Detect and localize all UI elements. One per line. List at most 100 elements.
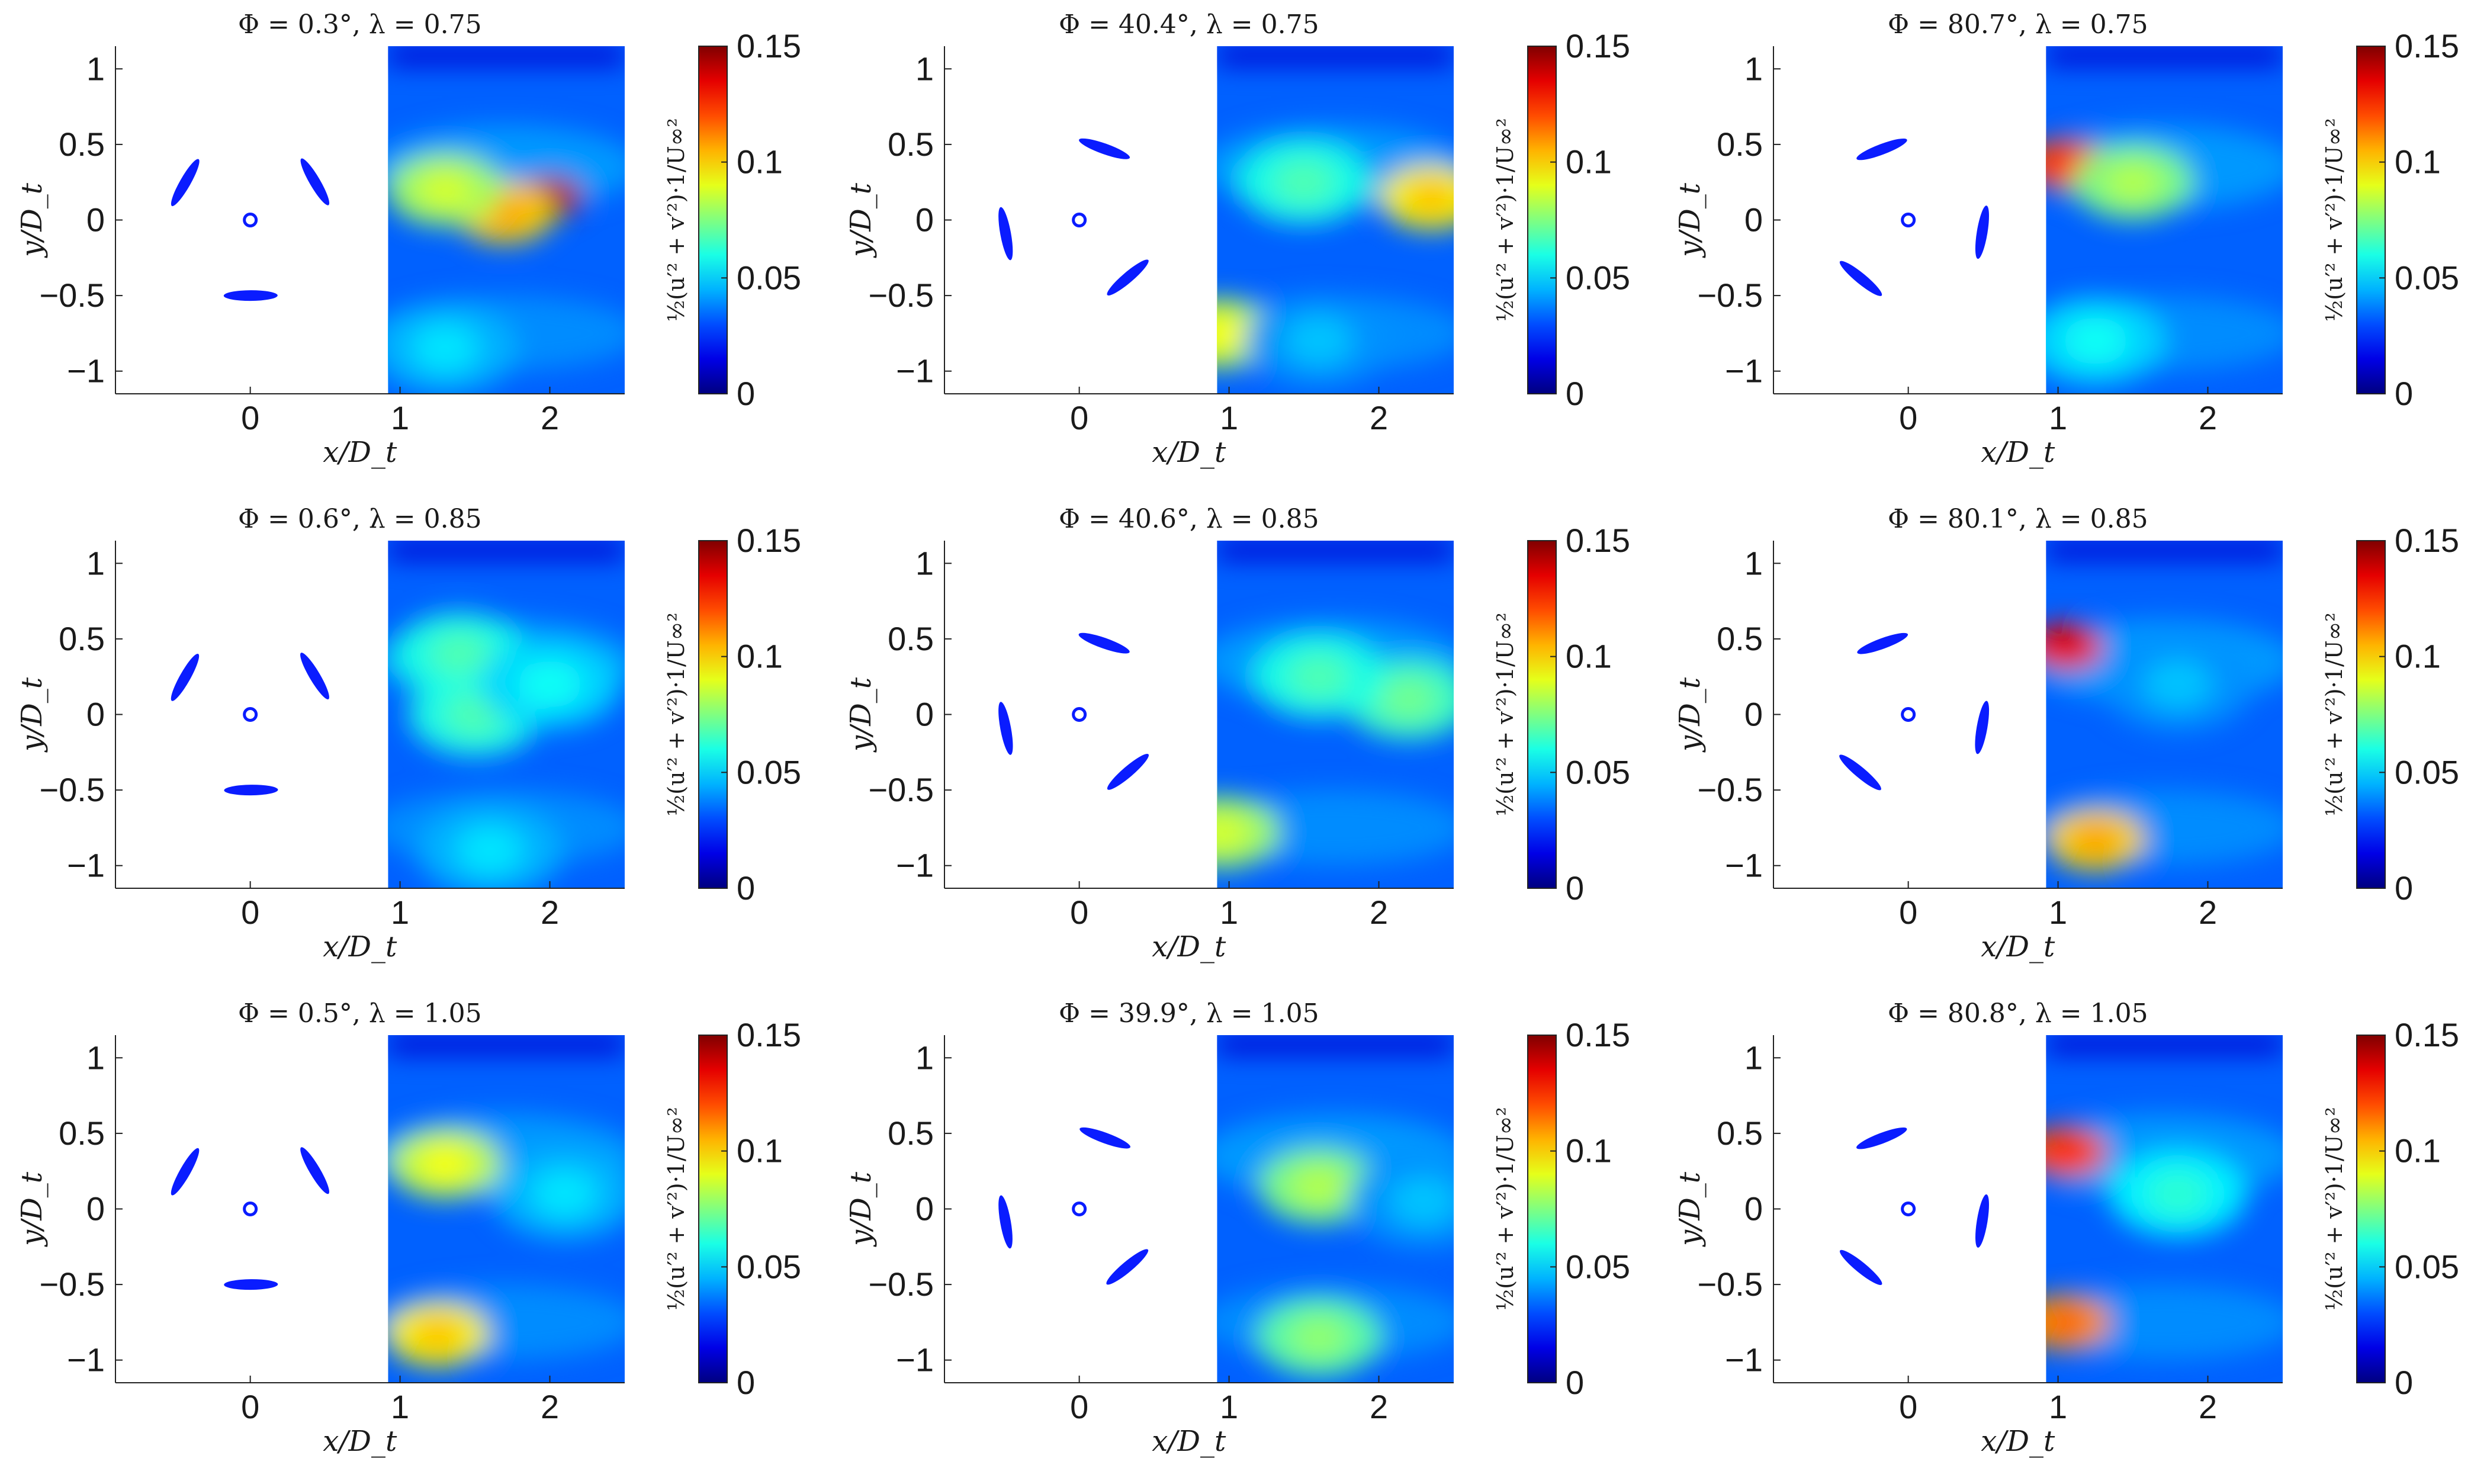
colorbar-tick-label: 0 xyxy=(1566,1364,1584,1401)
subplot-title: Φ = 80.7°, λ = 0.75 xyxy=(1888,9,2148,40)
subplot-svg: 0 1 2 1 0.5 0 −0.5 −1 x/D_t y/D_t Φ = 39.9°, λ = 1… xyxy=(844,998,1630,1458)
x-axis-label: x/D_t xyxy=(1981,930,2055,963)
subplot-title: Φ = 40.4°, λ = 0.75 xyxy=(1059,9,1319,40)
y-tick-label: 1 xyxy=(86,1039,105,1076)
colorbar-tick-label: 0.15 xyxy=(2395,1016,2459,1053)
turbine-hub xyxy=(243,707,258,722)
turbine-hub xyxy=(1072,707,1087,722)
y-tick-label: 0.5 xyxy=(1717,1114,1763,1152)
colorbar-tick-label: 0.15 xyxy=(1566,522,1630,559)
x-axis-label: x/D_t xyxy=(323,1425,397,1458)
freestream-top xyxy=(1217,1035,1454,1053)
y-tick-label: −0.5 xyxy=(1697,1265,1763,1303)
freestream-top xyxy=(2046,1035,2283,1053)
y-tick-label: 1 xyxy=(915,1039,934,1076)
freestream-top xyxy=(388,46,625,65)
subplot-panel: 0 1 2 1 0.5 0 −0.5 −1 x/D_t y/D_t Φ = 39.9°, λ = 1… xyxy=(829,989,1658,1483)
colorbar-tick-label: 0.1 xyxy=(737,638,783,675)
colorbar-tick-label: 0.15 xyxy=(1566,1016,1630,1053)
turbine-blade xyxy=(300,1147,329,1194)
x-axis-label: x/D_t xyxy=(323,930,397,963)
x-tick-label: 0 xyxy=(1070,894,1088,931)
subplot-panel: 0 1 2 1 0.5 0 −0.5 −1 x/D_t y/D_t Φ = 0.6°, λ = 0.… xyxy=(0,494,829,989)
x-tick-label: 2 xyxy=(2199,1388,2217,1425)
x-axis-label: x/D_t xyxy=(1981,436,2055,469)
x-tick-label: 1 xyxy=(2049,1388,2067,1425)
y-axis-label: y/D_t xyxy=(844,1171,878,1247)
turbine-blade xyxy=(1078,632,1130,654)
heatmap-hotspot-core xyxy=(418,170,472,210)
heatmap-cloud xyxy=(1217,46,1454,388)
heatmap-hotspot-core xyxy=(2063,317,2128,365)
colorbar-tick-label: 0 xyxy=(1566,869,1584,907)
subplot-panel: 0 1 2 1 0.5 0 −0.5 −1 x/D_t y/D_t Φ = 80.1°, λ = 0… xyxy=(1658,494,2487,989)
turbine-blade xyxy=(998,702,1013,755)
turbine-blade xyxy=(1839,261,1882,296)
heatmap-hotspot-core xyxy=(2046,150,2085,178)
heatmap-hotspot-core xyxy=(1273,160,1335,205)
turbine-blade xyxy=(1975,701,1990,754)
heatmap-hotspot-core xyxy=(2046,1307,2087,1338)
x-tick-label: 1 xyxy=(391,399,409,436)
y-tick-label: −1 xyxy=(896,1341,934,1379)
x-axis-label: x/D_t xyxy=(323,436,397,469)
y-tick-label: 1 xyxy=(1744,50,1763,87)
y-tick-label: 0.5 xyxy=(1717,126,1763,163)
y-tick-label: 0 xyxy=(86,696,105,733)
x-tick-label: 0 xyxy=(1899,1388,1917,1425)
subplot-title: Φ = 80.1°, λ = 0.85 xyxy=(1888,504,2148,534)
y-tick-label: −0.5 xyxy=(1697,277,1763,314)
heatmap-field xyxy=(1217,46,1454,394)
x-tick-label: 1 xyxy=(1220,399,1238,436)
y-axis-label: y/D_t xyxy=(15,1171,49,1247)
heatmap-field xyxy=(388,1035,625,1383)
x-tick-label: 2 xyxy=(2199,399,2217,436)
heatmap-field xyxy=(2046,46,2283,394)
turbine-hub xyxy=(1901,1202,1916,1216)
turbine-hub xyxy=(243,1202,258,1216)
heatmap-hotspot-core xyxy=(1284,316,1354,366)
freestream-top xyxy=(1217,46,1454,65)
turbine-hub xyxy=(1901,707,1916,722)
colorbar-label: ½(u′² + v′²)·1/U∞² xyxy=(1492,1107,1518,1310)
turbine-blade xyxy=(171,653,200,701)
turbine-hub xyxy=(1072,1202,1087,1216)
heatmap-hotspot-core xyxy=(2046,1138,2085,1165)
subplot-panel: 0 1 2 1 0.5 0 −0.5 −1 x/D_t y/D_t Φ = 40.4°, λ = 0… xyxy=(829,0,1658,494)
y-axis-label: y/D_t xyxy=(1673,1171,1707,1247)
subplot-panel: 0 1 2 1 0.5 0 −0.5 −1 x/D_t y/D_t Φ = 0.3°, λ = 0.… xyxy=(0,0,829,494)
y-tick-label: 0 xyxy=(915,201,934,239)
heatmap-hotspot-core xyxy=(429,631,491,676)
heatmap-hotspot xyxy=(1217,796,1280,869)
turbine-blade xyxy=(1975,205,1989,259)
y-tick-label: 0.5 xyxy=(888,620,934,657)
x-tick-label: 1 xyxy=(1220,1388,1238,1425)
y-axis-label: y/D_t xyxy=(844,182,878,258)
colorbar-tick-label: 0.1 xyxy=(1566,143,1612,181)
x-axis-label: x/D_t xyxy=(1152,436,1226,469)
colorbar xyxy=(698,1035,728,1383)
y-tick-label: −1 xyxy=(1725,1341,1763,1379)
y-tick-label: −1 xyxy=(67,352,105,390)
heatmap-field xyxy=(388,541,625,888)
heatmap-hotspot-core xyxy=(457,826,523,875)
x-tick-label: 2 xyxy=(1370,894,1388,931)
turbine-blade xyxy=(300,158,330,205)
freestream-top xyxy=(1217,541,1454,559)
colorbar-label: ½(u′² + v′²)·1/U∞² xyxy=(663,612,689,816)
turbine-hub xyxy=(243,213,258,227)
y-tick-label: 0 xyxy=(86,201,105,239)
colorbar xyxy=(1527,540,1557,889)
turbine-blade xyxy=(171,1148,200,1196)
y-tick-label: −1 xyxy=(896,352,934,390)
turbine-blade xyxy=(1975,1194,1989,1248)
heatmap-hotspot-core xyxy=(1389,1176,1454,1226)
colorbar-tick-label: 0.05 xyxy=(2395,753,2459,791)
y-tick-label: 1 xyxy=(1744,1039,1763,1076)
subplot-panel: 0 1 2 1 0.5 0 −0.5 −1 x/D_t y/D_t Φ = 80.8°, λ = 1… xyxy=(1658,989,2487,1483)
y-tick-label: 0 xyxy=(915,696,934,733)
heatmap-cloud xyxy=(388,541,625,888)
colorbar-tick-label: 0 xyxy=(2395,869,2413,907)
colorbar xyxy=(2356,46,2386,394)
colorbar-tick-label: 0.05 xyxy=(737,753,801,791)
